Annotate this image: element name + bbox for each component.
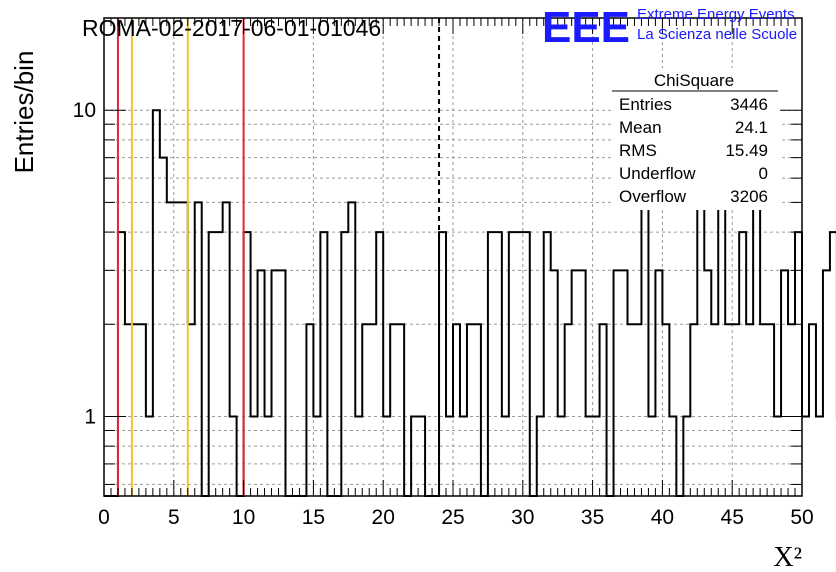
stats-row-label: Entries bbox=[619, 95, 672, 114]
x-tick-label: 15 bbox=[302, 506, 325, 529]
x-tick-label: 50 bbox=[790, 506, 813, 529]
logo-line-1: Extreme Energy Events bbox=[637, 6, 795, 23]
chart-title: ROMA-02-2017-06-01-01046 bbox=[82, 15, 381, 41]
stats-row-label: RMS bbox=[619, 141, 657, 160]
stats-row-label: Overflow bbox=[619, 187, 687, 206]
stats-row-value: 24.1 bbox=[735, 118, 768, 137]
stats-box-bg bbox=[612, 68, 780, 210]
threshold-markers bbox=[116, 18, 441, 496]
eee-logo: EEE Extreme Energy Events La Scienza nel… bbox=[542, 3, 797, 52]
stats-box-title: ChiSquare bbox=[654, 71, 734, 90]
y-tick-label: 1 bbox=[84, 405, 96, 428]
stats-box: ChiSquare Entries 3446 Mean 24.1 RMS 15.49 Und… bbox=[612, 68, 780, 210]
stats-row-value: 3206 bbox=[730, 187, 768, 206]
x-tick-label: 20 bbox=[372, 506, 395, 529]
x-tick-label: 5 bbox=[168, 506, 180, 529]
x-tick-label: 35 bbox=[581, 506, 604, 529]
stats-row-value: 15.49 bbox=[725, 141, 768, 160]
x-tick-label: 40 bbox=[651, 506, 674, 529]
y-tick-label: 10 bbox=[73, 99, 96, 122]
x-tick-label: 25 bbox=[441, 506, 464, 529]
x-axis-label: X² bbox=[773, 542, 802, 572]
stats-row-label: Mean bbox=[619, 118, 662, 137]
eee-logo-text: EEE bbox=[542, 3, 630, 52]
x-tick-label: 10 bbox=[232, 506, 255, 529]
stats-row-label: Underflow bbox=[619, 164, 696, 183]
axis-ticks: 0 5 10 15 20 25 30 35 40 45 50 1 10 bbox=[73, 17, 814, 529]
y-axis-label: Entries/bin bbox=[9, 51, 39, 174]
stats-row-value: 0 bbox=[759, 164, 768, 183]
x-tick-label: 30 bbox=[511, 506, 534, 529]
x-tick-label: 0 bbox=[98, 506, 110, 529]
stats-rows: Entries 3446 Mean 24.1 RMS 15.49 Underflow 0 Ove… bbox=[619, 95, 768, 206]
x-tick-label: 45 bbox=[721, 506, 744, 529]
stats-row-value: 3446 bbox=[730, 95, 768, 114]
logo-line-2: La Scienza nelle Scuole bbox=[637, 26, 797, 43]
